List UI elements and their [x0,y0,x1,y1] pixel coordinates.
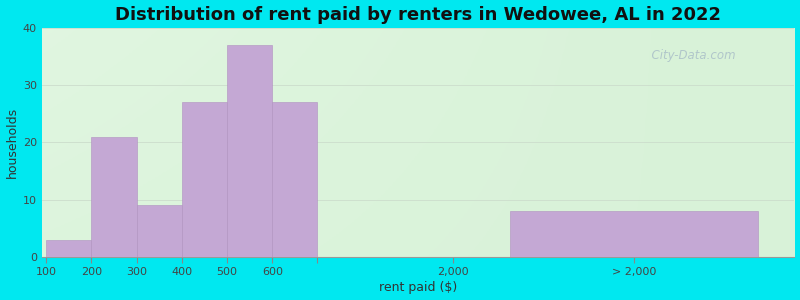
Bar [272,102,318,257]
X-axis label: rent paid ($): rent paid ($) [379,281,458,294]
Bar [227,45,272,257]
Bar [182,102,227,257]
Y-axis label: households: households [6,107,18,178]
Text: City-Data.com: City-Data.com [644,49,735,62]
Bar [91,137,137,257]
Title: Distribution of rent paid by renters in Wedowee, AL in 2022: Distribution of rent paid by renters in … [115,6,721,24]
Bar [510,211,758,257]
Bar [137,205,182,257]
Bar [46,240,91,257]
